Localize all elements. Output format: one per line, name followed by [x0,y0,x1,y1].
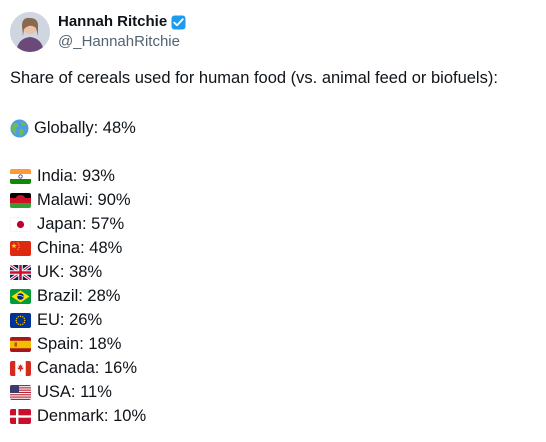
brazil-flag-icon [10,288,31,304]
country-text: China: 48% [37,239,123,257]
denmark-flag-icon [10,408,31,424]
country-text: Brazil: 28% [37,287,121,305]
canada-flag-icon [10,360,31,376]
country-text: Spain: 18% [37,335,122,353]
global-line: Globally: 48% [10,116,498,140]
eu-flag-icon [10,312,31,328]
global-text: Globally: 48% [34,119,136,137]
country-text: India: 93% [37,167,115,185]
author-handle[interactable]: @_HannahRitchie [58,33,180,50]
india-flag-icon [10,168,31,184]
country-text: Denmark: 10% [37,407,147,425]
country-row: Canada: 16% [10,356,498,380]
country-row: Denmark: 10% [10,404,498,428]
country-row: Brazil: 28% [10,284,498,308]
author-display-name[interactable]: Hannah Ritchie [58,13,168,30]
country-row: USA: 11% [10,380,498,404]
tweet-header: Hannah Ritchie @_HannahRitchie [10,12,186,52]
tweet-text: Share of cereals used for human food (vs… [10,66,498,428]
country-text: Canada: 16% [37,359,137,377]
country-text: USA: 11% [37,383,112,401]
uk-flag-icon [10,264,31,280]
tweet-intro: Share of cereals used for human food (vs… [10,69,498,87]
country-row: UK: 38% [10,260,498,284]
globe-americas-icon [10,119,29,138]
spain-flag-icon [10,336,31,352]
country-row: Japan: 57% [10,212,498,236]
country-row: Spain: 18% [10,332,498,356]
country-row: EU: 26% [10,308,498,332]
avatar[interactable] [10,12,50,52]
author-names: Hannah Ritchie @_HannahRitchie [58,12,186,52]
country-row: Malawi: 90% [10,188,498,212]
country-row: China: 48% [10,236,498,260]
malawi-flag-icon [10,192,31,208]
china-flag-icon [10,240,31,256]
verified-badge-icon [171,15,186,30]
japan-flag-icon [10,216,31,232]
country-text: Japan: 57% [37,215,125,233]
country-row: India: 93% [10,164,498,188]
usa-flag-icon [10,384,31,400]
country-text: Malawi: 90% [37,191,131,209]
country-text: EU: 26% [37,311,103,329]
country-text: UK: 38% [37,263,103,281]
